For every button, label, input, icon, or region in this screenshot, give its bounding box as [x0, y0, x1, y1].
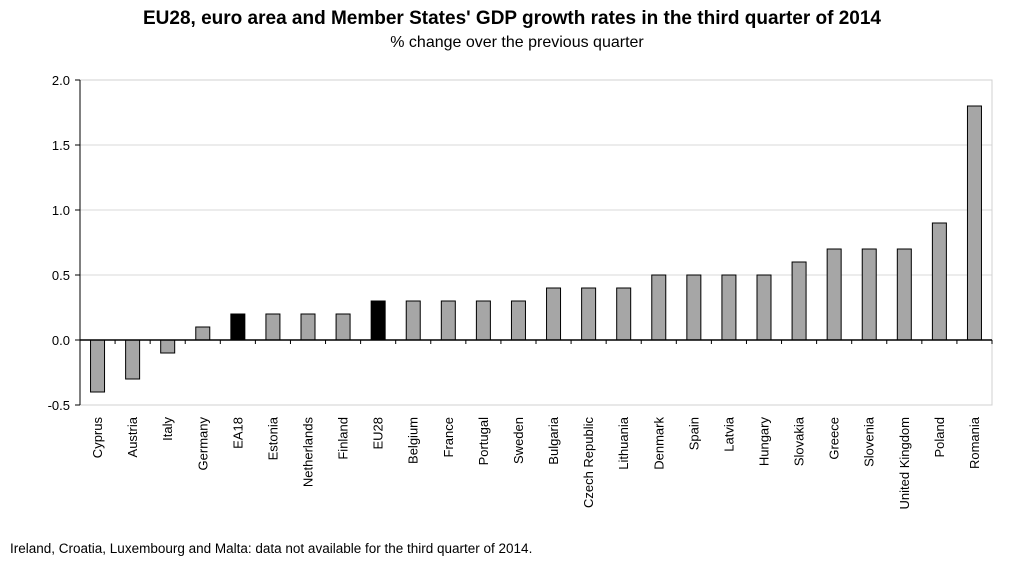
bar-united-kingdom [896, 248, 912, 341]
category-label: Bulgaria [546, 416, 561, 464]
category-label: Finland [336, 417, 351, 460]
category-label: Romania [967, 416, 982, 469]
y-tick-label: 0.0 [52, 333, 70, 348]
bar-latvia [721, 274, 737, 341]
y-tick-label: 2.0 [52, 73, 70, 88]
bar-estonia [265, 313, 281, 341]
bar-finland [335, 313, 351, 341]
chart-subtitle: % change over the previous quarter [390, 34, 644, 51]
category-label: Portugal [476, 417, 491, 466]
bar-germany [195, 326, 211, 341]
bar-hungary [756, 274, 772, 341]
category-label: Germany [195, 417, 210, 471]
y-tick-label: 1.0 [52, 203, 70, 218]
bars [90, 105, 982, 393]
y-tick-label: 1.5 [52, 138, 70, 153]
bar-france [440, 300, 456, 341]
bar-poland [931, 222, 947, 341]
category-label: Lithuania [616, 416, 631, 470]
category-label: EU28 [371, 417, 386, 450]
chart-title: EU28, euro area and Member States' GDP g… [143, 8, 881, 29]
bar-cyprus [90, 339, 106, 393]
bar-italy [160, 339, 176, 354]
category-label: France [441, 417, 456, 457]
bar-denmark [651, 274, 667, 341]
bar-ea18 [230, 313, 246, 341]
bar-eu28 [370, 300, 386, 341]
category-label: Sweden [511, 417, 526, 464]
axis-labels: -0.5 0.0 0.5 1.0 1.5 2.0 Cyprus Austria Italy Ger… [48, 73, 982, 510]
y-tick-label: 0.5 [52, 268, 70, 283]
category-label: United Kingdom [897, 417, 912, 510]
bar-sweden [510, 300, 526, 341]
bar-netherlands [300, 313, 316, 341]
category-label: EA18 [230, 417, 245, 449]
chart-footnote: Ireland, Croatia, Luxembourg and Malta: … [10, 541, 533, 556]
bar-greece [826, 248, 842, 341]
category-label: Netherlands [301, 417, 316, 488]
bar-belgium [405, 300, 421, 341]
category-label: Slovenia [862, 416, 877, 467]
bar-slovenia [861, 248, 877, 341]
category-label: Greece [827, 417, 842, 460]
category-label: Slovakia [792, 416, 807, 466]
bar-portugal [475, 300, 491, 341]
axes [75, 79, 993, 406]
category-label: Estonia [265, 416, 280, 460]
bar-bulgaria [546, 287, 562, 341]
bar-romania [966, 105, 982, 341]
plot-area [79, 79, 993, 406]
category-label: Poland [932, 417, 947, 457]
category-label: Latvia [721, 416, 736, 451]
category-label: Belgium [406, 417, 421, 464]
bar-slovakia [791, 261, 807, 341]
category-label: Italy [160, 417, 175, 441]
category-label: Denmark [651, 417, 666, 470]
bar-lithuania [616, 287, 632, 341]
category-label: Czech Republic [581, 417, 596, 509]
category-label: Cyprus [90, 417, 105, 459]
category-label: Austria [125, 416, 140, 457]
category-label: Hungary [757, 417, 772, 467]
grid-lines [79, 79, 993, 406]
y-tick-label: -0.5 [48, 398, 70, 413]
bar-austria [125, 339, 141, 380]
category-label: Spain [686, 417, 701, 450]
bar-czech-republic [581, 287, 597, 341]
bar-spain [686, 274, 702, 341]
